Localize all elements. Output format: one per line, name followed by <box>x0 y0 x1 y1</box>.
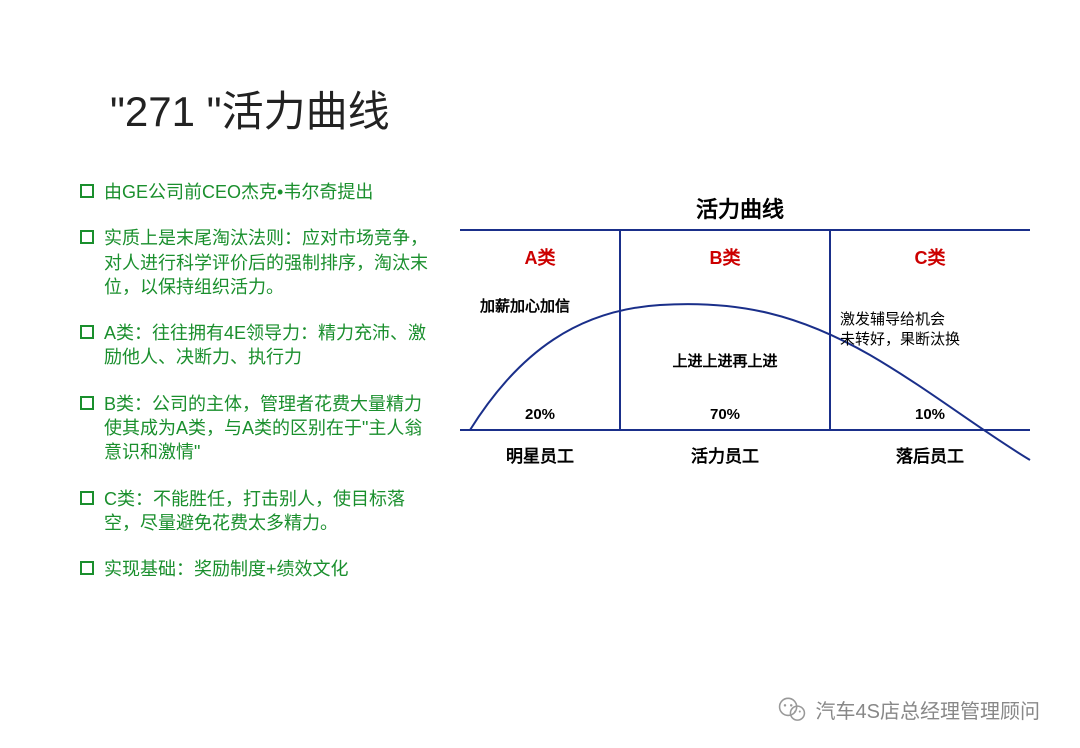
category-label: C类 <box>900 244 960 270</box>
category-label: A类 <box>510 244 570 270</box>
bullet-text: 实质上是末尾淘汰法则：应对市场竞争，对人进行科学评价后的强制排序，淘汰末位，以保… <box>104 226 428 299</box>
category-bottom-label: 落后员工 <box>880 442 980 467</box>
bullet-text: 由GE公司前CEO杰克•韦尔奇提出 <box>104 180 373 204</box>
bullet-list: 由GE公司前CEO杰克•韦尔奇提出实质上是末尾淘汰法则：应对市场竞争，对人进行科… <box>80 180 428 604</box>
vitality-chart: 活力曲线 A类加薪加心加信20%明星员工B类上进上进再上进70%活力员工C类10… <box>440 200 1040 470</box>
bullet-item: 由GE公司前CEO杰克•韦尔奇提出 <box>80 180 428 204</box>
bullet-square-icon <box>80 325 94 339</box>
bullet-text: C类：不能胜任，打击别人，使目标落空，尽量避免花费太多精力。 <box>104 487 428 536</box>
bullet-text: B类：公司的主体，管理者花费大量精力使其成为A类，与A类的区别在于"主人翁意识和… <box>104 392 428 465</box>
bullet-item: 实质上是末尾淘汰法则：应对市场竞争，对人进行科学评价后的强制排序，淘汰末位，以保… <box>80 226 428 299</box>
footer-text: 汽车4S店总经理管理顾问 <box>816 695 1040 724</box>
bullet-square-icon <box>80 396 94 410</box>
footer-watermark: 汽车4S店总经理管理顾问 <box>778 695 1040 724</box>
bullet-square-icon <box>80 491 94 505</box>
wechat-icon <box>778 696 806 724</box>
category-bottom-label: 活力员工 <box>675 442 775 467</box>
category-sub-label: 加薪加心加信 <box>450 295 600 316</box>
bullet-square-icon <box>80 184 94 198</box>
bullet-text: 实现基础：奖励制度+绩效文化 <box>104 557 349 581</box>
bullet-item: C类：不能胜任，打击别人，使目标落空，尽量避免花费太多精力。 <box>80 487 428 536</box>
category-percent: 70% <box>695 406 755 423</box>
category-label: B类 <box>695 244 755 270</box>
bullet-square-icon <box>80 230 94 244</box>
c-category-note: 激发辅导给机会 未转好，果断汰换 <box>840 310 1030 349</box>
bullet-square-icon <box>80 561 94 575</box>
category-sub-label: 上进上进再上进 <box>655 350 795 371</box>
bullet-item: 实现基础：奖励制度+绩效文化 <box>80 557 428 581</box>
page-title: "271 "活力曲线 <box>110 78 390 139</box>
category-percent: 10% <box>900 406 960 423</box>
category-percent: 20% <box>510 406 570 423</box>
bullet-item: A类：往往拥有4E领导力：精力充沛、激励他人、决断力、执行力 <box>80 321 428 370</box>
category-bottom-label: 明星员工 <box>490 442 590 467</box>
bullet-item: B类：公司的主体，管理者花费大量精力使其成为A类，与A类的区别在于"主人翁意识和… <box>80 392 428 465</box>
bullet-text: A类：往往拥有4E领导力：精力充沛、激励他人、决断力、执行力 <box>104 321 428 370</box>
